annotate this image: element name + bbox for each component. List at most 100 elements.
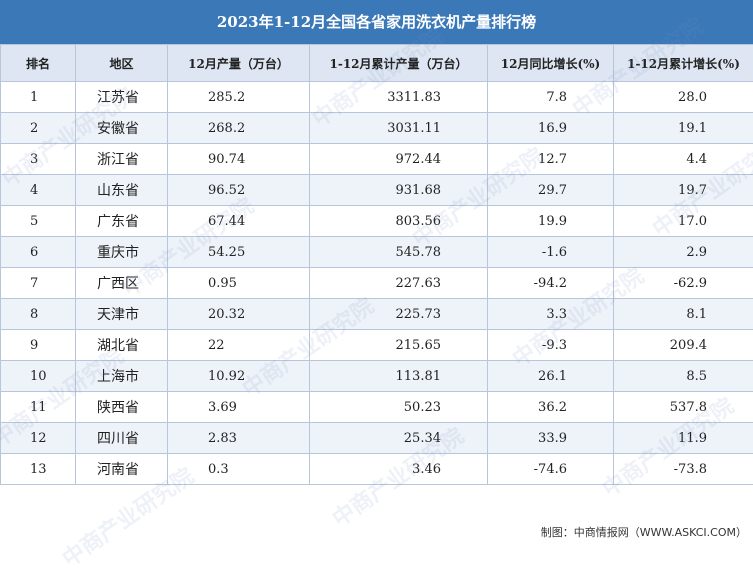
dec-yoy-cell: 7.8 [488, 82, 614, 113]
rank-cell: 8 [1, 299, 76, 330]
cum-growth-cell: 209.4 [614, 330, 753, 361]
dec-yoy-cell: 36.2 [488, 392, 614, 423]
region-cell: 天津市 [76, 299, 168, 330]
dec-yoy-cell: 3.3 [488, 299, 614, 330]
header-row: 排名 地区 12月产量（万台） 1-12月累计产量（万台） 12月同比增长(%)… [1, 45, 753, 82]
cum-output-cell: 227.63 [310, 268, 488, 299]
cum-output-cell: 3311.83 [310, 82, 488, 113]
header-rank: 排名 [1, 45, 76, 82]
dec-output-cell: 96.52 [168, 175, 310, 206]
region-cell: 浙江省 [76, 144, 168, 175]
region-cell: 陕西省 [76, 392, 168, 423]
source-note: 制图：中商情报网（WWW.ASKCI.COM） [541, 524, 747, 540]
ranking-table: 排名 地区 12月产量（万台） 1-12月累计产量（万台） 12月同比增长(%)… [0, 44, 753, 485]
cum-output-cell: 3.46 [310, 454, 488, 485]
cum-output-cell: 113.81 [310, 361, 488, 392]
cum-output-cell: 972.44 [310, 144, 488, 175]
rank-cell: 6 [1, 237, 76, 268]
dec-yoy-cell: 16.9 [488, 113, 614, 144]
dec-output-cell: 20.32 [168, 299, 310, 330]
cum-growth-cell: 4.4 [614, 144, 753, 175]
rank-cell: 4 [1, 175, 76, 206]
region-cell: 山东省 [76, 175, 168, 206]
cum-growth-cell: 17.0 [614, 206, 753, 237]
rank-cell: 12 [1, 423, 76, 454]
header-dec-output: 12月产量（万台） [168, 45, 310, 82]
cum-output-cell: 215.65 [310, 330, 488, 361]
dec-output-cell: 67.44 [168, 206, 310, 237]
region-cell: 广东省 [76, 206, 168, 237]
table-title: 2023年1-12月全国各省家用洗衣机产量排行榜 [0, 0, 753, 44]
cum-growth-cell: 537.8 [614, 392, 753, 423]
dec-output-cell: 2.83 [168, 423, 310, 454]
header-region: 地区 [76, 45, 168, 82]
rank-cell: 2 [1, 113, 76, 144]
rank-cell: 3 [1, 144, 76, 175]
cum-growth-cell: 11.9 [614, 423, 753, 454]
cum-growth-cell: 8.5 [614, 361, 753, 392]
cum-growth-cell: 2.9 [614, 237, 753, 268]
cum-output-cell: 25.34 [310, 423, 488, 454]
dec-yoy-cell: 33.9 [488, 423, 614, 454]
region-cell: 四川省 [76, 423, 168, 454]
dec-yoy-cell: 12.7 [488, 144, 614, 175]
rank-cell: 11 [1, 392, 76, 423]
cum-output-cell: 50.23 [310, 392, 488, 423]
region-cell: 河南省 [76, 454, 168, 485]
header-cum-growth: 1-12月累计增长(%) [614, 45, 753, 82]
rank-cell: 7 [1, 268, 76, 299]
rank-cell: 1 [1, 82, 76, 113]
dec-output-cell: 10.92 [168, 361, 310, 392]
region-cell: 广西区 [76, 268, 168, 299]
dec-output-cell: 22 [168, 330, 310, 361]
rank-cell: 10 [1, 361, 76, 392]
dec-output-cell: 268.2 [168, 113, 310, 144]
cum-output-cell: 803.56 [310, 206, 488, 237]
dec-output-cell: 285.2 [168, 82, 310, 113]
cum-growth-cell: 8.1 [614, 299, 753, 330]
region-cell: 重庆市 [76, 237, 168, 268]
region-cell: 江苏省 [76, 82, 168, 113]
region-cell: 安徽省 [76, 113, 168, 144]
dec-yoy-cell: -1.6 [488, 237, 614, 268]
rank-cell: 5 [1, 206, 76, 237]
dec-yoy-cell: 29.7 [488, 175, 614, 206]
rank-cell: 13 [1, 454, 76, 485]
cum-growth-cell: -73.8 [614, 454, 753, 485]
rank-cell: 9 [1, 330, 76, 361]
dec-output-cell: 0.95 [168, 268, 310, 299]
dec-yoy-cell: 26.1 [488, 361, 614, 392]
dec-yoy-cell: 19.9 [488, 206, 614, 237]
dec-yoy-cell: -74.6 [488, 454, 614, 485]
cum-output-cell: 545.78 [310, 237, 488, 268]
dec-yoy-cell: -94.2 [488, 268, 614, 299]
dec-output-cell: 0.3 [168, 454, 310, 485]
cum-output-cell: 931.68 [310, 175, 488, 206]
cum-output-cell: 225.73 [310, 299, 488, 330]
region-cell: 上海市 [76, 361, 168, 392]
cum-growth-cell: 19.7 [614, 175, 753, 206]
dec-yoy-cell: -9.3 [488, 330, 614, 361]
header-dec-yoy: 12月同比增长(%) [488, 45, 614, 82]
dec-output-cell: 90.74 [168, 144, 310, 175]
dec-output-cell: 54.25 [168, 237, 310, 268]
cum-growth-cell: -62.9 [614, 268, 753, 299]
cum-growth-cell: 19.1 [614, 113, 753, 144]
region-cell: 湖北省 [76, 330, 168, 361]
cum-output-cell: 3031.11 [310, 113, 488, 144]
cum-growth-cell: 28.0 [614, 82, 753, 113]
header-cum-output: 1-12月累计产量（万台） [310, 45, 488, 82]
dec-output-cell: 3.69 [168, 392, 310, 423]
